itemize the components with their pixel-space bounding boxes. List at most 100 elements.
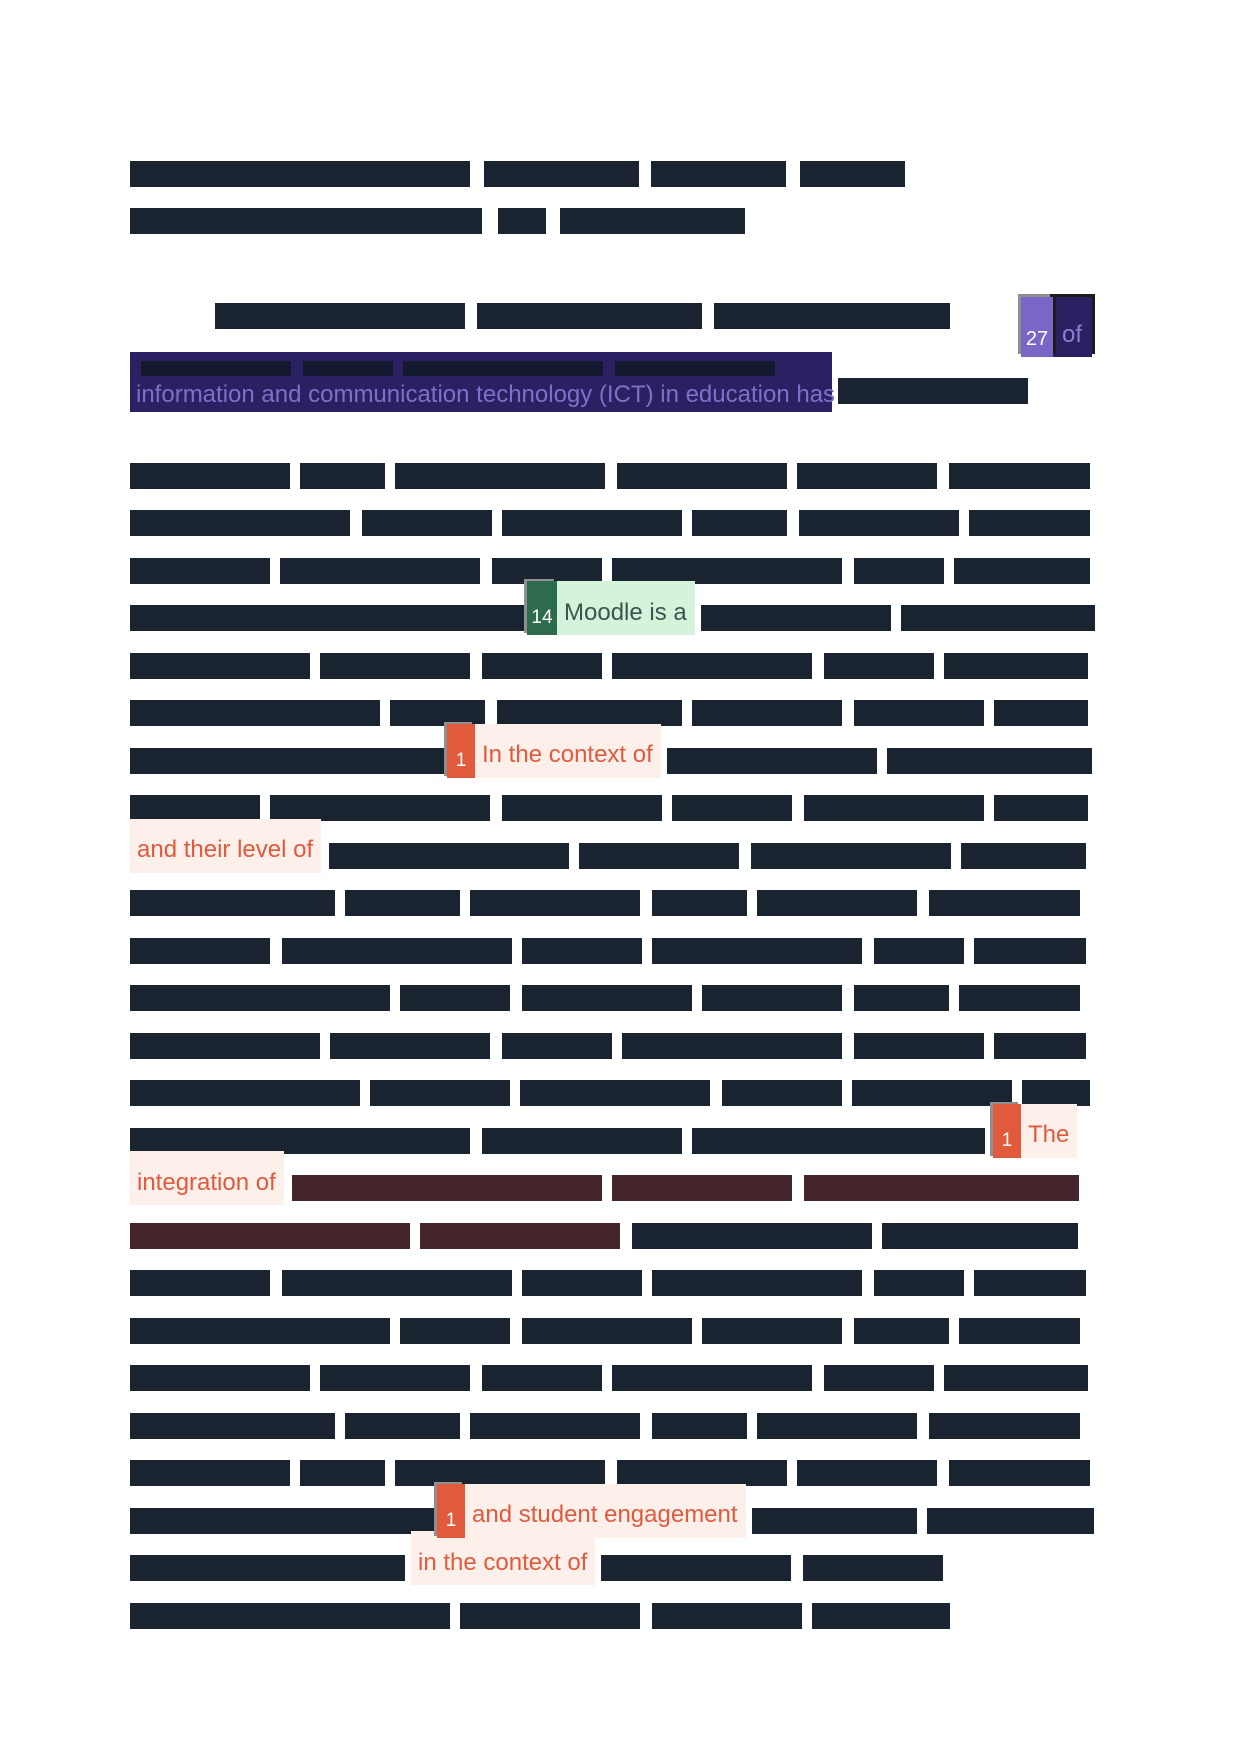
redacted-text-bar <box>522 1270 642 1297</box>
word-gap <box>842 570 854 571</box>
word-gap <box>964 950 974 951</box>
word-gap <box>842 998 854 999</box>
redacted-text-bar <box>601 1555 792 1582</box>
redacted-text-bar <box>300 462 385 489</box>
word-gap <box>310 665 320 666</box>
in-context-line-2: in the context of <box>130 1531 1092 1593</box>
word-gap <box>605 1473 617 1474</box>
redacted-text-bar <box>797 462 937 489</box>
word-gap <box>642 950 652 951</box>
redacted-text-bar <box>130 1317 390 1344</box>
word-gap <box>984 713 994 714</box>
redacted-text-bar <box>130 652 310 679</box>
body-line <box>130 500 1092 548</box>
redacted-text-bar <box>722 1080 842 1107</box>
redacted-text-bar <box>130 1555 405 1582</box>
match-count-badge[interactable]: 14 <box>527 581 557 636</box>
redacted-text-bar <box>700 605 891 632</box>
integration-of-line: integration of <box>130 1151 1092 1213</box>
redacted-text-bar <box>824 1365 934 1392</box>
word-gap <box>385 1473 395 1474</box>
match-count-badge[interactable]: 1 <box>993 1103 1021 1158</box>
redacted-text-bar <box>477 303 702 330</box>
word-gap <box>290 475 300 476</box>
redacted-text-bar <box>854 1032 984 1059</box>
redacted-text-bar <box>282 937 512 964</box>
redacted-text-bar <box>215 303 465 330</box>
word-gap <box>937 475 949 476</box>
word-gap <box>470 1140 482 1141</box>
word-gap <box>492 523 502 524</box>
spacer-line <box>130 245 1092 293</box>
word-gap <box>640 1425 652 1426</box>
redacted-text-bar <box>714 303 950 330</box>
highlighted-text[interactable]: of <box>1052 297 1092 358</box>
word-gap <box>350 523 362 524</box>
word-gap <box>510 998 522 999</box>
redacted-text-bar <box>882 1222 1078 1249</box>
redacted-text-bar <box>632 1222 872 1249</box>
word-gap <box>951 855 961 856</box>
word-gap <box>984 1045 994 1046</box>
redacted-text-bar <box>652 890 747 917</box>
redacted-text-bar <box>130 747 447 774</box>
highlighted-text[interactable]: in the context of <box>411 1531 596 1586</box>
redacted-text-bar <box>484 160 639 187</box>
word-gap <box>393 361 403 362</box>
redacted-text-bar <box>579 842 740 869</box>
redacted-text-bar <box>560 208 745 235</box>
redacted-text-bar <box>395 1460 605 1487</box>
redacted-text-bar <box>470 890 640 917</box>
match-count-badge[interactable]: 1 <box>437 1483 465 1538</box>
word-gap <box>949 998 959 999</box>
word-gap <box>270 950 282 951</box>
title-line-1 <box>130 150 1092 198</box>
redacted-text-bar <box>751 1507 917 1534</box>
word-gap <box>787 475 797 476</box>
highlighted-text[interactable]: Moodle is a <box>557 581 695 636</box>
highlighted-text[interactable]: and student engagement <box>465 1483 746 1538</box>
moodle-line: 14 Moodle is a <box>130 581 1095 643</box>
redacted-text-bar <box>612 557 842 584</box>
redacted-text-bar <box>280 557 480 584</box>
word-gap <box>842 1045 854 1046</box>
highlighted-text[interactable]: integration of <box>130 1151 284 1206</box>
word-gap <box>937 1473 949 1474</box>
redacted-text-bar <box>652 937 862 964</box>
word-gap <box>747 903 757 904</box>
redacted-text-bar <box>672 795 792 822</box>
match-count-badge[interactable]: 27 <box>1020 297 1053 358</box>
highlighted-text[interactable]: and their level of <box>130 818 322 873</box>
word-gap <box>270 570 280 571</box>
body-line <box>130 1022 1092 1070</box>
redacted-text-bar <box>799 510 959 537</box>
redacted-text-bar <box>803 1555 944 1582</box>
redacted-text-bar <box>622 1032 842 1059</box>
redacted-text-bar <box>498 208 546 235</box>
word-gap <box>1012 1093 1022 1094</box>
match-count-badge[interactable]: 1 <box>447 723 475 778</box>
word-gap <box>917 1520 927 1521</box>
redacted-text-bar <box>270 795 490 822</box>
highlighted-text[interactable]: In the context of <box>475 723 661 778</box>
word-gap <box>891 618 901 619</box>
word-gap <box>602 665 612 666</box>
redacted-text-bar <box>757 1412 917 1439</box>
redacted-text-bar <box>944 652 1088 679</box>
redacted-text-bar <box>666 747 877 774</box>
word-gap <box>639 173 651 174</box>
redacted-text-bar <box>130 890 335 917</box>
highlighted-passage-block[interactable]: information and communication technology… <box>130 352 835 412</box>
redacted-text-bar <box>497 700 682 727</box>
redacted-text-bar <box>854 985 949 1012</box>
word-gap <box>917 903 929 904</box>
body-line <box>130 452 1092 500</box>
word-gap <box>512 950 522 951</box>
word-gap <box>470 173 484 174</box>
highlighted-text[interactable]: The <box>1021 1103 1078 1158</box>
word-gap <box>812 1378 824 1379</box>
redacted-text-bar <box>874 937 964 964</box>
redacted-text-bar <box>130 700 380 727</box>
redacted-text-bar <box>929 1412 1080 1439</box>
word-gap <box>260 808 270 809</box>
